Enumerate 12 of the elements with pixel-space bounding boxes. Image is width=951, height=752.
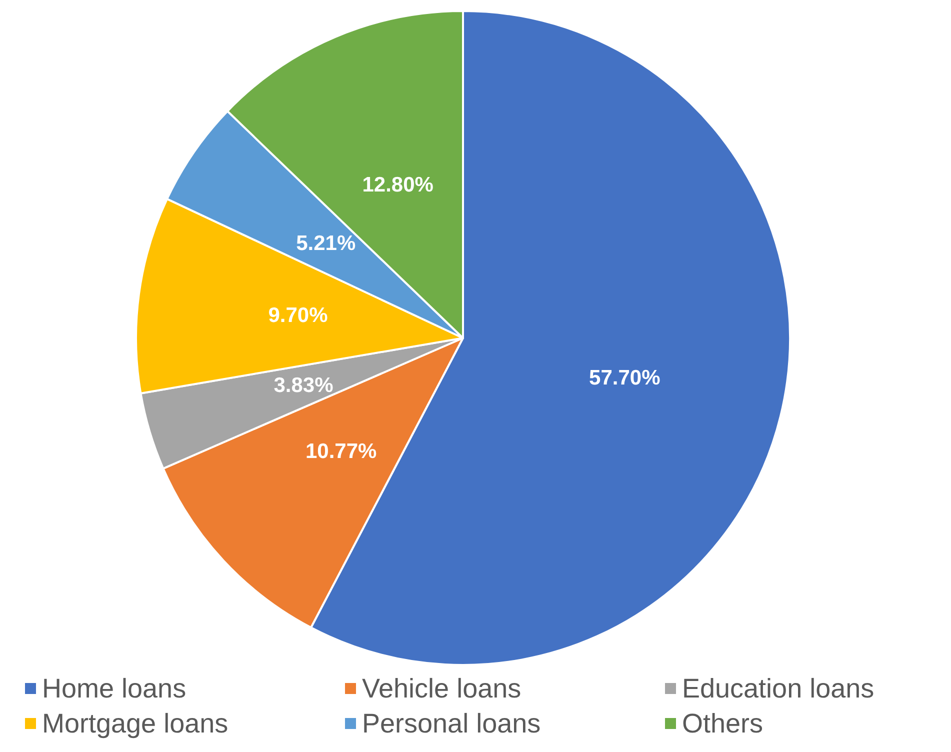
legend-label: Others — [682, 708, 764, 738]
data-label: 10.77% — [305, 440, 377, 463]
legend-label: Personal loans — [362, 708, 541, 738]
data-label: 57.70% — [589, 366, 661, 390]
legend-label: Mortgage loans — [42, 708, 228, 738]
legend-label: Education loans — [682, 674, 874, 704]
data-label: 5.21% — [296, 232, 356, 256]
data-label: 3.83% — [274, 374, 334, 398]
data-label: 9.70% — [268, 304, 328, 328]
data-label: 12.80% — [362, 173, 434, 196]
legend-label: Home loans — [42, 674, 186, 704]
legend-label: Vehicle loans — [362, 674, 522, 704]
